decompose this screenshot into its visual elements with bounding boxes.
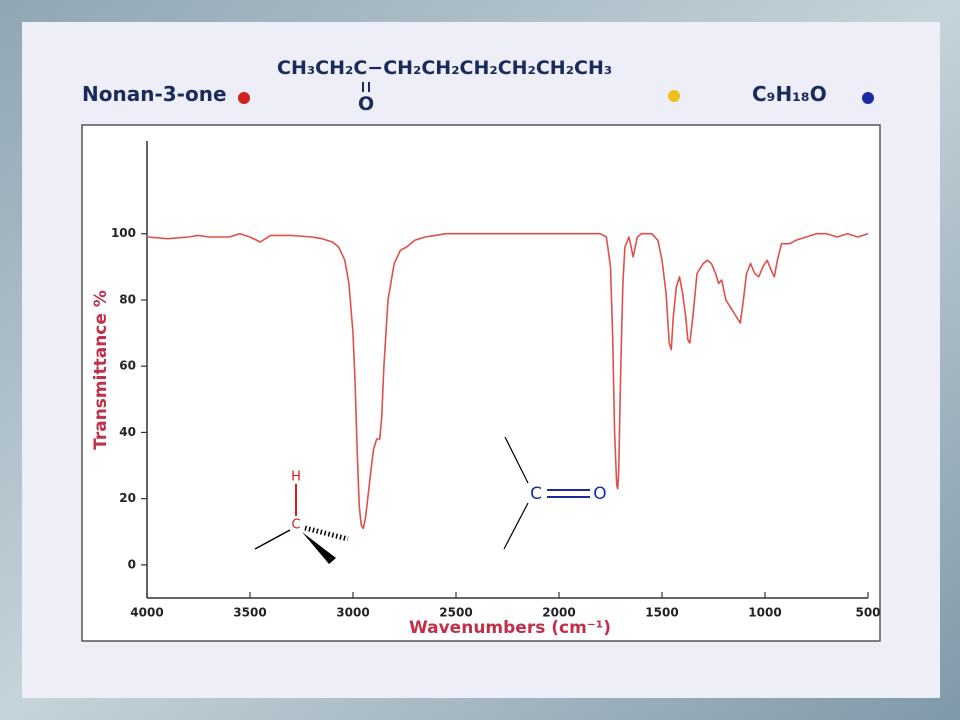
y-axis-label: Transmittance % bbox=[91, 290, 111, 450]
annotation: C bbox=[291, 518, 300, 533]
x-tick-label: 1500 bbox=[645, 606, 678, 620]
spectrum-line bbox=[146, 232, 869, 530]
wedge-bond bbox=[302, 532, 336, 564]
dot bbox=[238, 92, 250, 104]
x-axis-label: Wavenumbers (cm⁻¹) bbox=[409, 618, 611, 638]
dot bbox=[668, 90, 680, 102]
hash-bond bbox=[304, 525, 349, 542]
x-tick-label: 2000 bbox=[542, 606, 575, 620]
bond bbox=[254, 529, 291, 550]
annotation: H bbox=[291, 470, 301, 485]
y-tick-label: 60 bbox=[119, 359, 136, 373]
dot bbox=[862, 92, 874, 104]
y-tick-label: 80 bbox=[119, 292, 136, 306]
chart-title: Nonan-3-one bbox=[82, 82, 227, 106]
molecular-formula: C₉H₁₈O bbox=[752, 82, 827, 106]
x-tick-label: 3000 bbox=[336, 606, 369, 620]
x-tick-label: 4000 bbox=[130, 606, 163, 620]
x-tick-label: 3500 bbox=[233, 606, 266, 620]
annotation-co: C O bbox=[503, 436, 607, 550]
annotation-ch: H C bbox=[254, 470, 349, 564]
formula-oxygen: O bbox=[358, 93, 374, 115]
formula: CH₃CH₂C−CH₂CH₂CH₂CH₂CH₂CH₃ bbox=[277, 57, 612, 79]
chart-frame bbox=[81, 124, 881, 642]
y-tick-label: 0 bbox=[128, 557, 136, 571]
x-tick-label: 2500 bbox=[439, 606, 472, 620]
x-tick-label: 500 bbox=[855, 606, 880, 620]
bond bbox=[504, 436, 529, 484]
x-tick-label: 1000 bbox=[748, 606, 781, 620]
y-tick-label: 100 bbox=[111, 226, 136, 240]
annotation: O bbox=[593, 484, 606, 504]
bond bbox=[503, 502, 529, 550]
y-tick-label: 20 bbox=[119, 491, 136, 505]
annotation: C bbox=[530, 484, 542, 504]
y-tick-label: 40 bbox=[119, 425, 136, 439]
